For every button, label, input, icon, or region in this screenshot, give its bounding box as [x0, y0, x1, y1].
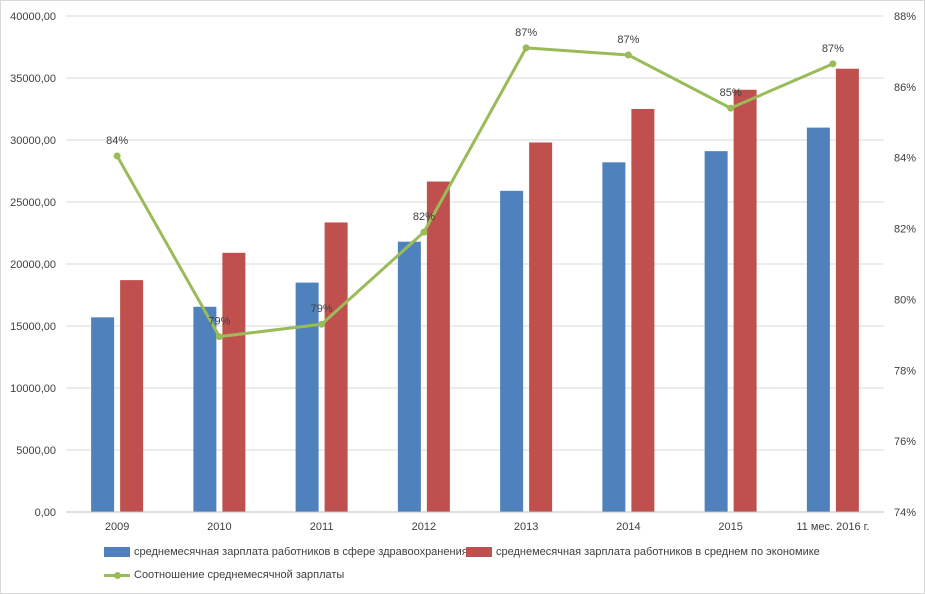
ratio-data-label: 84% — [106, 135, 128, 147]
right-axis-tick-label: 76% — [894, 436, 916, 448]
x-axis-tick-label: 2015 — [718, 521, 742, 533]
left-axis-tick-label: 20000,00 — [10, 259, 56, 271]
left-axis-tick-label: 0,00 — [35, 507, 56, 519]
bar-economy — [733, 89, 757, 512]
right-axis-tick-label: 80% — [894, 294, 916, 306]
right-axis: 74% 76% 78% 80% 82% 84% 86% 88% — [894, 11, 916, 519]
bar-economy — [529, 142, 553, 513]
bar-healthcare — [295, 282, 319, 512]
bar-healthcare — [193, 306, 217, 512]
legend-label-economy: среднемесячная зарплата работников в сре… — [496, 546, 820, 558]
legend-item-economy: среднемесячная зарплата работников в сре… — [466, 546, 820, 558]
line-series — [113, 44, 837, 341]
bar-healthcare — [806, 127, 830, 512]
ratio-point — [420, 228, 428, 236]
left-axis-tick-label: 15000,00 — [10, 321, 56, 333]
ratio-point — [522, 44, 530, 52]
legend-swatch-healthcare — [104, 547, 130, 557]
left-axis-tick-label: 5000,00 — [16, 445, 56, 457]
bar-series — [91, 68, 859, 513]
bar-healthcare — [704, 151, 728, 512]
bar-economy — [426, 181, 450, 513]
legend-label-ratio: Соотношение среднемесячной зарплаты — [134, 569, 345, 581]
ratio-point — [113, 152, 121, 160]
right-axis-tick-label: 78% — [894, 365, 916, 377]
ratio-point — [829, 60, 837, 68]
left-axis-tick-label: 30000,00 — [10, 135, 56, 147]
ratio-line — [115, 46, 834, 339]
legend-item-healthcare: среднемесячная зарплата работников в сфе… — [104, 546, 468, 558]
ratio-point — [624, 51, 632, 59]
bar-healthcare — [397, 241, 421, 512]
x-axis-tick-label: 2009 — [105, 521, 129, 533]
x-axis-tick-label: 2014 — [616, 521, 640, 533]
x-axis-tick-label: 2010 — [207, 521, 231, 533]
bar-economy — [120, 280, 144, 512]
legend-swatch-economy — [466, 547, 492, 557]
x-axis: 2009 2010 2011 2012 2013 2014 2015 11 мес. 2016… — [66, 511, 884, 533]
ratio-data-label: 79% — [208, 316, 230, 328]
left-axis-tick-label: 35000,00 — [10, 73, 56, 85]
bar-economy — [222, 252, 246, 512]
x-axis-tick-label: 2011 — [310, 521, 334, 533]
legend-item-ratio: Соотношение среднемесячной зарплаты — [104, 569, 344, 581]
data-labels: 84% 79% 79% 82% 87% 87% 85% 87% — [106, 27, 844, 328]
bar-healthcare — [602, 162, 626, 512]
legend-label-healthcare: среднемесячная зарплата работников в сфе… — [134, 546, 468, 558]
ratio-data-label: 85% — [720, 87, 742, 99]
left-axis: 0,00 5000,00 10000,00 15000,00 20000,00 25000… — [10, 11, 56, 519]
bar-economy — [324, 222, 348, 512]
bar-healthcare — [91, 317, 115, 512]
ratio-point — [727, 104, 735, 112]
right-axis-tick-label: 74% — [894, 507, 916, 519]
ratio-data-label: 82% — [413, 211, 435, 223]
ratio-data-label: 87% — [617, 34, 639, 46]
legend-marker-ratio — [104, 570, 130, 580]
combo-chart: 0,00 5000,00 10000,00 15000,00 20000,00 25000… — [10, 11, 916, 533]
ratio-data-label: 87% — [515, 27, 537, 39]
ratio-data-label: 79% — [311, 303, 333, 315]
right-axis-tick-label: 82% — [894, 224, 916, 236]
ratio-data-label: 87% — [822, 43, 844, 55]
x-axis-tick-label: 2013 — [514, 521, 538, 533]
left-axis-tick-label: 40000,00 — [10, 11, 56, 23]
bar-healthcare — [500, 190, 524, 512]
ratio-point — [215, 333, 223, 341]
bar-economy — [631, 109, 655, 512]
right-axis-tick-label: 88% — [894, 11, 916, 23]
bar-economy — [835, 68, 859, 512]
x-axis-tick-label: 11 мес. 2016 г. — [796, 521, 869, 533]
x-axis-tick-label: 2012 — [412, 521, 436, 533]
right-axis-tick-label: 86% — [894, 82, 916, 94]
ratio-point — [318, 320, 326, 328]
right-axis-tick-label: 84% — [894, 153, 916, 165]
left-axis-tick-label: 10000,00 — [10, 383, 56, 395]
left-axis-tick-label: 25000,00 — [10, 197, 56, 209]
